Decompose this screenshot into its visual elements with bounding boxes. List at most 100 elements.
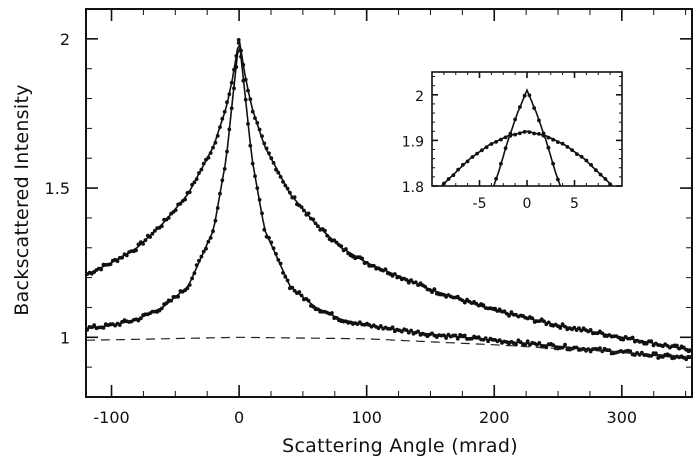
main-x-tick-label: 300 [607, 408, 638, 427]
main-data-point [462, 300, 467, 305]
inset-data-point [456, 167, 460, 172]
main-data-point [544, 345, 549, 350]
main-data-point [285, 186, 290, 191]
main-data-point [681, 345, 686, 350]
main-data-point [232, 86, 236, 91]
main-data-point [218, 125, 222, 129]
main-data-point [572, 325, 577, 330]
inset-data-point [589, 163, 593, 167]
main-data-point [455, 294, 460, 299]
inset-data-point [551, 161, 555, 166]
main-data-point [339, 244, 344, 249]
main-data-point [190, 182, 195, 187]
main-data-point [360, 256, 365, 261]
main-data-point [92, 323, 97, 328]
inset-data-point [566, 197, 570, 201]
main-data-point [197, 171, 201, 175]
inset-data-point [452, 198, 456, 202]
main-data-point [99, 267, 104, 272]
main-data-point [115, 259, 120, 264]
main-data-point [236, 41, 241, 45]
inset-data-point [433, 198, 437, 202]
main-data-point [409, 278, 413, 283]
inset-data-point [456, 198, 460, 202]
main-data-point [211, 145, 215, 150]
main-data-point [684, 357, 689, 362]
inset-data-point [447, 198, 451, 202]
main-data-point [542, 319, 546, 324]
main-data-point [269, 156, 274, 161]
inset-data-point [480, 148, 484, 153]
main-data-point [243, 97, 248, 102]
main-data-point [152, 229, 157, 233]
main-data-point [311, 304, 316, 309]
main-data-point [173, 208, 178, 213]
main-data-point [460, 298, 465, 303]
main-data-point [178, 201, 183, 206]
main-data-point [124, 253, 129, 258]
inset-data-point [603, 177, 608, 181]
inset-data-point [546, 145, 551, 150]
main-data-point [267, 151, 271, 156]
main-data-point [197, 258, 201, 263]
inset-data-point [546, 135, 551, 140]
main-data-point [248, 143, 253, 148]
main-data-point [274, 167, 278, 172]
inset-data-point [475, 151, 479, 156]
inset-data-point [499, 161, 503, 166]
inset-data-point [556, 140, 560, 145]
main-data-point [607, 348, 612, 352]
inset-data-point [446, 177, 451, 181]
main-data-point [253, 174, 257, 179]
main-x-tick-label: 200 [479, 408, 510, 427]
inset-data-point [537, 118, 541, 123]
main-data-point [134, 248, 139, 253]
main-data-point [525, 339, 530, 344]
main-data-point [225, 100, 229, 105]
main-data-point [201, 249, 206, 254]
inset-data-point [494, 140, 498, 144]
main-data-point [409, 328, 413, 333]
inset-data-point [513, 132, 517, 137]
inset-data-point [518, 105, 522, 109]
main-data-point [365, 260, 369, 265]
inset-data-point [490, 191, 494, 195]
main-data-point [262, 227, 267, 232]
main-data-point [187, 190, 192, 195]
y-axis-title: Backscattered Intensity [11, 84, 33, 316]
inset-data-point [461, 162, 465, 167]
main-data-point [159, 306, 164, 311]
main-data-point [278, 175, 283, 179]
main-data-point [588, 328, 593, 332]
main-data-point [157, 308, 162, 313]
inset-data-point [594, 197, 598, 201]
inset-data-point [532, 131, 536, 136]
main-data-point [253, 116, 257, 120]
inset-data-point [608, 197, 612, 201]
main-data-point [274, 252, 278, 256]
main-data-point [159, 224, 164, 229]
main-data-point [551, 343, 556, 347]
inset-data-point [494, 176, 498, 181]
main-data-point [288, 190, 292, 195]
main-data-point [444, 336, 448, 340]
main-data-point [248, 97, 253, 102]
inset-data-point [580, 197, 584, 201]
main-data-point [316, 224, 320, 229]
main-data-point [236, 38, 241, 42]
inset-data-point [589, 198, 593, 202]
inset-data-point [585, 198, 589, 202]
main-data-point [416, 329, 420, 334]
main-data-point [432, 287, 437, 291]
main-data-point [413, 280, 418, 285]
main-data-point [246, 88, 250, 93]
main-data-point [430, 290, 434, 294]
main-data-point [227, 92, 232, 97]
main-data-point [588, 349, 593, 354]
inset-x-tick-label: 0 [523, 196, 532, 212]
main-data-point [278, 261, 283, 266]
inset-data-point [594, 168, 598, 173]
main-data-point [649, 339, 654, 344]
inset-data-point [451, 173, 456, 178]
